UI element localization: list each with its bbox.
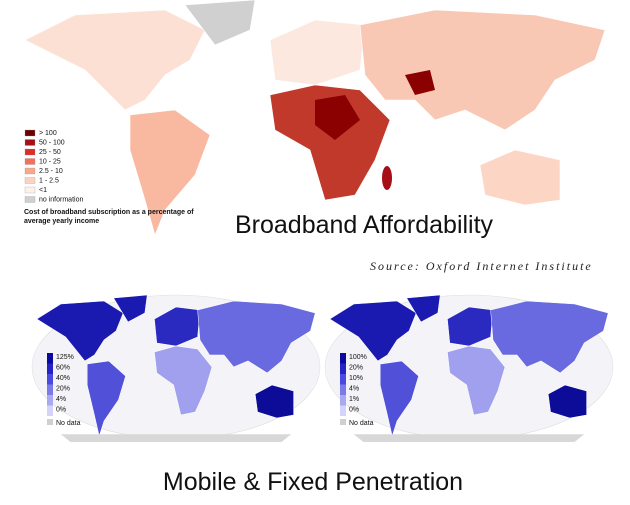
- legend: 125% 60% 40% 20% 4% 0% No data: [47, 353, 81, 427]
- legend-swatch: [24, 177, 36, 184]
- region: [36, 300, 124, 362]
- region: [24, 9, 206, 111]
- region: [405, 70, 435, 95]
- legend-label: 1%: [349, 396, 359, 403]
- legend-caption: Cost of broadband subscription as a perc…: [24, 209, 194, 225]
- legend-label: 10%: [349, 375, 363, 382]
- legend-swatch: [340, 395, 346, 406]
- legend: > 100 50 - 100 25 - 50 10 - 25 2.5 - 10 1 - 2…: [24, 129, 83, 203]
- map-title: Mobile & Fixed Penetration: [163, 468, 463, 496]
- legend-label: 50 - 100: [39, 139, 65, 146]
- legend-label: <1: [39, 187, 47, 194]
- legend-swatch: [24, 148, 36, 156]
- region: [406, 294, 441, 323]
- legend-swatch: [47, 384, 53, 395]
- source: Source: Oxford Internet Institute: [370, 259, 593, 273]
- region: [86, 360, 126, 437]
- legend-label: no information: [39, 196, 83, 203]
- legend-label: 2.5 - 10: [39, 168, 63, 175]
- legend-label: 20%: [56, 385, 70, 392]
- map-title: Broadband Affordability: [235, 211, 494, 239]
- affordability-map: [24, 0, 606, 236]
- legend-swatch: [47, 363, 53, 374]
- legend-label: No data: [56, 420, 81, 427]
- region: [547, 384, 587, 419]
- region: [154, 306, 201, 347]
- legend-swatch: [340, 374, 346, 385]
- legend-label: 4%: [349, 385, 359, 392]
- region: [113, 294, 148, 323]
- legend-label: 1 - 2.5: [39, 177, 59, 184]
- legend-label: 100%: [349, 354, 367, 361]
- region: [154, 345, 213, 416]
- legend-label: 4%: [56, 396, 66, 403]
- legend-swatch: [340, 405, 346, 416]
- region: [353, 434, 585, 442]
- region: [269, 19, 366, 86]
- legend: 100% 20% 10% 4% 1% 0% No data: [340, 353, 374, 427]
- legend-swatch: [47, 395, 53, 406]
- region: [269, 84, 391, 201]
- penetration-map: [31, 294, 321, 442]
- legend-label: 20%: [349, 364, 363, 371]
- region: [315, 95, 360, 140]
- region: [479, 149, 561, 206]
- legend-swatch: [24, 196, 36, 203]
- legend-swatch: [340, 353, 346, 364]
- legend-swatch: [24, 158, 36, 165]
- legend-swatch: [24, 129, 36, 137]
- region: [197, 300, 316, 374]
- legend-swatch: [47, 405, 53, 416]
- legend-swatch: [47, 419, 53, 425]
- legend-swatch: [47, 353, 53, 364]
- legend-swatch: [24, 139, 36, 146]
- legend-swatch: [47, 374, 53, 385]
- legend-label: 125%: [56, 354, 74, 361]
- legend-swatch: [340, 384, 346, 395]
- region: [379, 360, 419, 437]
- legend-swatch: [24, 186, 36, 194]
- legend-swatch: [24, 167, 36, 175]
- legend-label: 0%: [56, 406, 66, 413]
- penetration-map: [324, 294, 614, 442]
- region: [129, 109, 211, 236]
- legend-label: 0%: [349, 406, 359, 413]
- legend-swatch: [340, 363, 346, 374]
- region: [447, 345, 506, 416]
- region: [359, 9, 606, 131]
- caption-box: Cost of broadband subscription as a perc…: [24, 209, 194, 225]
- region: [382, 166, 392, 190]
- region: [329, 300, 417, 362]
- region: [184, 0, 256, 46]
- region: [490, 300, 609, 374]
- legend-label: No data: [349, 420, 374, 427]
- region: [447, 306, 494, 347]
- legend-label: 10 - 25: [39, 158, 61, 165]
- region: [60, 434, 292, 442]
- region: [254, 384, 294, 419]
- legend-label: > 100: [39, 130, 57, 137]
- legend-label: 25 - 50: [39, 149, 61, 156]
- legend-label: 60%: [56, 364, 70, 371]
- legend-label: 40%: [56, 375, 70, 382]
- legend-swatch: [340, 419, 346, 425]
